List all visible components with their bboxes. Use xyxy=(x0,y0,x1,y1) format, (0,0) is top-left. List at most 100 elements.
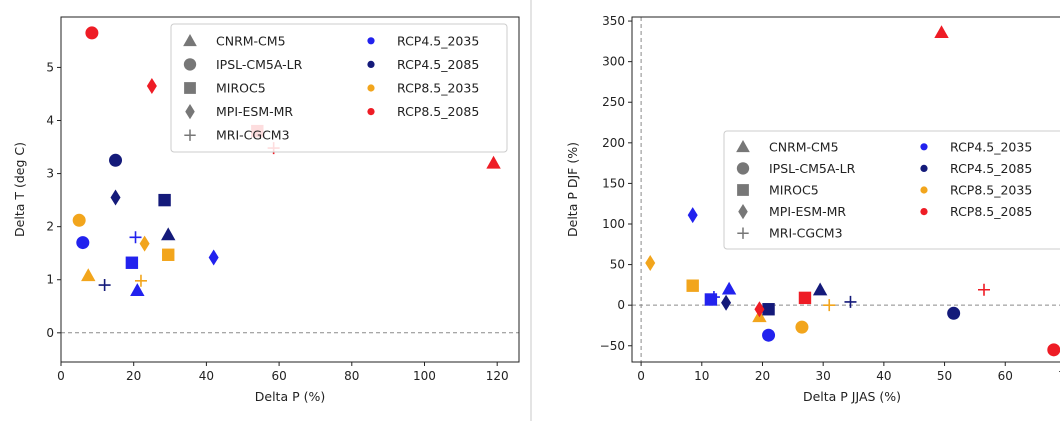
legend-label-rcp8-5-2085: RCP8.5_2085 xyxy=(397,104,479,119)
point-cnrm-cm5-rcp4-5-2085 xyxy=(812,282,828,296)
point-mri-cgcm3-rcp8-5-2035 xyxy=(823,299,836,312)
point-miroc5-rcp8-5-2035 xyxy=(686,279,699,292)
x-tick-label: 20 xyxy=(126,369,141,383)
y-tick-label: 3 xyxy=(46,167,54,181)
legend-color-rcp4-5-2035-icon xyxy=(367,37,375,45)
x-tick-label: 100 xyxy=(413,369,436,383)
y-tick-label: 150 xyxy=(602,176,625,190)
legend-label-mpi-esm-mr: MPI-ESM-MR xyxy=(216,104,293,119)
x-axis-label: Delta P (%) xyxy=(255,389,325,404)
legend-label-rcp8-5-2085: RCP8.5_2085 xyxy=(950,204,1032,219)
x-axis-label: Delta P JJAS (%) xyxy=(803,389,901,404)
point-miroc5-rcp8-5-2085 xyxy=(798,291,812,305)
legend-label-mri-cgcm3: MRI-CGCM3 xyxy=(216,128,290,143)
legend-color-rcp8-5-2035-icon xyxy=(920,186,928,194)
point-cnrm-cm5-rcp4-5-2035 xyxy=(721,281,737,295)
legend-label-miroc5: MIROC5 xyxy=(216,81,266,96)
legend-label-rcp8-5-2035: RCP8.5_2035 xyxy=(950,183,1032,198)
y-tick-label: 300 xyxy=(602,55,625,69)
point-mri-cgcm3-rcp8-5-2035 xyxy=(134,274,147,287)
legend-label-mri-cgcm3: MRI-CGCM3 xyxy=(769,226,843,241)
legend-color-rcp8-5-2035-icon xyxy=(367,84,375,92)
point-mpi-esm-mr-rcp8-5-2085 xyxy=(146,78,157,94)
point-ipsl-cm5a-lr-rcp8-5-2035 xyxy=(795,320,809,334)
legend-marker-mri-cgcm3-icon xyxy=(184,129,196,141)
point-ipsl-cm5a-lr-rcp8-5-2085 xyxy=(85,26,99,40)
y-tick-label: 0 xyxy=(46,326,54,340)
legend: CNRM-CM5 IPSL-CM5A-LR MIROC5 MPI-ESM-MR MRI-… xyxy=(723,130,1060,250)
legend-label-ipsl-cm5a-lr: IPSL-CM5A-LR xyxy=(216,57,303,72)
legend-marker-mpi-esm-mr-icon xyxy=(738,204,748,220)
legend-marker-mpi-esm-mr-icon xyxy=(185,104,195,120)
plot-frame xyxy=(631,16,1060,363)
x-tick-label: 10 xyxy=(694,369,709,383)
legend-box xyxy=(170,23,508,153)
point-mpi-esm-mr-rcp4-5-2035 xyxy=(208,249,219,266)
legend-marker-cnrm-cm5-icon xyxy=(736,139,750,153)
chart-right-djf-vs-jjas: 0 10 20 30 40 50 60 70 −50 0 50 100 150 200 250 300 350 D… xyxy=(565,14,1060,404)
point-mri-cgcm3-rcp4-5-2035 xyxy=(129,231,142,244)
y-tick-label: 1 xyxy=(46,273,54,287)
point-miroc5-rcp4-5-2035 xyxy=(125,256,139,269)
chart-left-delta-t-vs-delta-p: 0 20 40 60 80 100 120 0 1 2 3 4 5 Delta P (%) Delta T … xyxy=(12,16,520,404)
legend-color-rcp4-5-2085-icon xyxy=(367,60,375,68)
legend-label-rcp4-5-2085: RCP4.5_2085 xyxy=(397,57,479,72)
legend-marker-mri-cgcm3-icon xyxy=(737,227,749,239)
x-tick-label: 120 xyxy=(486,369,509,383)
legend-label-rcp8-5-2035: RCP8.5_2035 xyxy=(397,81,479,96)
point-miroc5-rcp4-5-2085 xyxy=(158,193,171,207)
legend-marker-miroc5-icon xyxy=(737,184,749,196)
legend-label-rcp4-5-2085: RCP4.5_2085 xyxy=(950,161,1032,176)
point-mri-cgcm3-rcp8-5-2085 xyxy=(978,283,990,296)
point-mpi-esm-mr-rcp8-5-2035 xyxy=(645,254,656,271)
x-tick-label: 70 xyxy=(1058,369,1060,383)
point-mri-cgcm3-rcp4-5-2035 xyxy=(707,291,720,304)
legend: CNRM-CM5 IPSL-CM5A-LR MIROC5 MPI-ESM-MR MRI-… xyxy=(170,23,508,153)
legend-marker-ipsl-cm5a-lr-icon xyxy=(183,58,197,71)
legend-label-miroc5: MIROC5 xyxy=(769,183,819,198)
x-tick-label: 0 xyxy=(57,369,65,383)
legend-box xyxy=(723,130,1060,250)
point-ipsl-cm5a-lr-rcp8-5-2035 xyxy=(72,213,86,227)
x-tick-label: 60 xyxy=(998,369,1013,383)
point-cnrm-cm5-rcp4-5-2085 xyxy=(161,227,176,241)
plot-frame xyxy=(60,16,520,363)
point-ipsl-cm5a-lr-rcp4-5-2035 xyxy=(76,236,90,250)
legend-label-mpi-esm-mr: MPI-ESM-MR xyxy=(769,204,846,219)
point-ipsl-cm5a-lr-rcp8-5-2085 xyxy=(1047,343,1060,357)
point-mpi-esm-mr-rcp4-5-2085 xyxy=(721,294,732,311)
y-tick-label: 0 xyxy=(617,298,625,312)
x-tick-label: 50 xyxy=(937,369,952,383)
legend-label-rcp4-5-2035: RCP4.5_2035 xyxy=(950,139,1032,154)
point-ipsl-cm5a-lr-rcp4-5-2085 xyxy=(947,306,961,320)
x-tick-label: 0 xyxy=(637,369,645,383)
point-cnrm-cm5-rcp8-5-2085 xyxy=(486,155,501,169)
point-cnrm-cm5-rcp8-5-2085 xyxy=(934,25,949,39)
point-mri-cgcm3-rcp4-5-2085 xyxy=(98,279,111,292)
x-tick-label: 60 xyxy=(271,369,286,383)
y-tick-label: 350 xyxy=(602,14,625,28)
point-miroc5-rcp4-5-2035 xyxy=(704,293,718,306)
point-mri-cgcm3-rcp4-5-2085 xyxy=(844,295,857,308)
y-axis-label: Delta T (deg C) xyxy=(12,142,27,237)
legend-marker-cnrm-cm5-icon xyxy=(183,33,197,47)
y-tick-label: −50 xyxy=(600,339,625,353)
y-tick-label: 50 xyxy=(610,258,625,272)
point-mpi-esm-mr-rcp8-5-2085 xyxy=(754,301,765,318)
x-tick-label: 40 xyxy=(876,369,891,383)
point-miroc5-rcp8-5-2035 xyxy=(162,248,175,261)
y-tick-label: 100 xyxy=(602,217,625,231)
x-tick-label: 30 xyxy=(816,369,831,383)
legend-marker-ipsl-cm5a-lr-icon xyxy=(736,162,750,175)
point-miroc5-rcp4-5-2085 xyxy=(762,303,775,316)
legend-marker-miroc5-icon xyxy=(184,82,196,94)
legend-label-cnrm-cm5: CNRM-CM5 xyxy=(769,139,839,154)
legend-color-rcp4-5-2085-icon xyxy=(920,164,928,172)
point-cnrm-cm5-rcp4-5-2035 xyxy=(130,283,145,296)
point-cnrm-cm5-rcp8-5-2035 xyxy=(81,268,96,282)
y-tick-label: 5 xyxy=(46,60,54,74)
legend-color-rcp8-5-2085-icon xyxy=(367,108,375,116)
x-tick-label: 80 xyxy=(344,369,359,383)
point-mpi-esm-mr-rcp8-5-2035 xyxy=(139,235,150,252)
